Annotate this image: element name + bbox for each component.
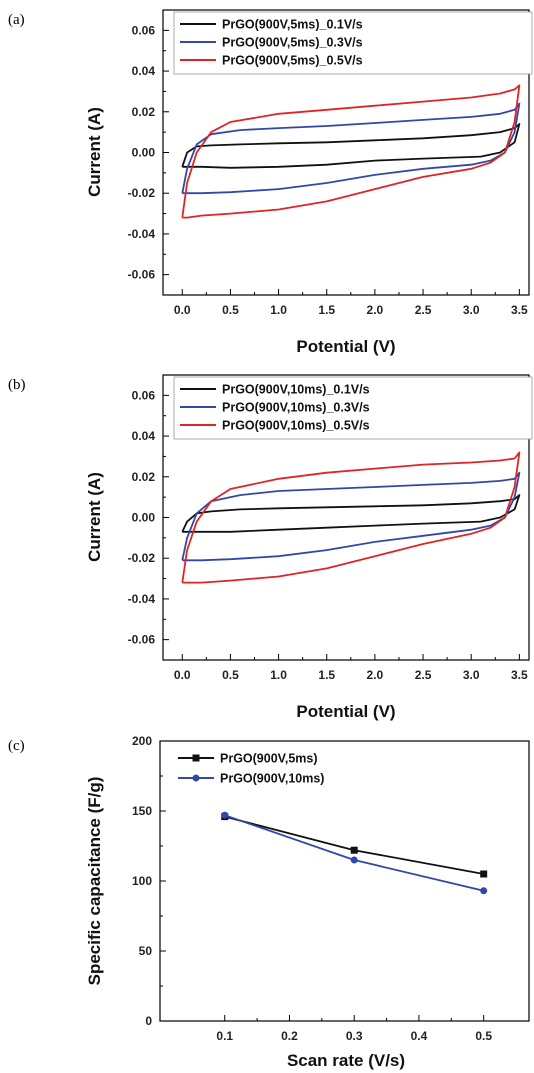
panel-b-x-tick-label: 1.5 xyxy=(318,668,335,682)
panel-b: (b) 0.0 0.5 1.0 1.5 2.0 2.5 3.0 3.5 0.06 0.04 0.02… xyxy=(8,374,533,721)
panel-a-y-tick-label: 0.00 xyxy=(132,146,156,160)
panel-a-x-tick-label: 2.5 xyxy=(415,303,432,317)
panel-a-series-line-3 xyxy=(181,84,521,219)
panel-a-legend-label: PrGO(900V,5ms)_0.5V/s xyxy=(222,54,363,68)
panel-a-legend-label: PrGO(900V,5ms)_0.3V/s xyxy=(222,36,363,50)
panel-c-x-axis-title: Scan rate (V/s) xyxy=(287,1051,405,1070)
panel-a-legend-box xyxy=(173,11,533,75)
panel-a: (a) 0.0 0.5 1.0 1.5 2.0 2.5 3.0 3.5 0.06 0.04 0.02… xyxy=(8,9,533,356)
panel-a-series-line-1 xyxy=(181,123,521,169)
panel-c-ticks: 0.1 0.2 0.3 0.4 0.5 200 150 100 50 0 xyxy=(132,734,492,1043)
panel-c-x-tick-label: 0.3 xyxy=(346,1029,363,1043)
panel-b-series-line-3 xyxy=(181,451,521,584)
panel-b-y-tick-label: 0.02 xyxy=(132,470,156,484)
panel-a-y-tick-label: 0.04 xyxy=(132,64,156,78)
panel-b-y-axis-title: Current (A) xyxy=(85,472,104,562)
panel-a-x-tick-label: 2.0 xyxy=(367,303,384,317)
panel-c-y-tick-label: 100 xyxy=(132,874,152,888)
panel-b-legend-box xyxy=(173,376,533,440)
panel-b-x-tick-label: 3.0 xyxy=(463,668,480,682)
panel-b-series-line-1 xyxy=(181,494,521,533)
panel-b-y-tick-label: 0.04 xyxy=(132,429,156,443)
panel-b-x-tick-label: 2.5 xyxy=(415,668,432,682)
panel-c-data-point-square xyxy=(350,846,358,854)
panel-c-y-tick-label: 200 xyxy=(132,734,152,748)
panel-c-y-axis-title: Specific capacitance (F/g) xyxy=(85,777,104,986)
panel-b-y-tick-label: 0.00 xyxy=(132,511,156,525)
panel-c: (c) 0.1 0.2 0.3 0.4 0.5 200 150 100 50 0 PrGO(900… xyxy=(8,734,530,1070)
panel-a-y-axis-title: Current (A) xyxy=(85,107,104,197)
panel-c-label: (c) xyxy=(8,738,25,754)
panel-a-y-tick-label: 0.02 xyxy=(132,105,156,119)
panel-c-x-tick-label: 0.2 xyxy=(281,1029,298,1043)
panel-a-y-tick-label: -0.04 xyxy=(128,227,156,241)
panel-a-y-tick-label: -0.02 xyxy=(128,186,156,200)
panel-b-x-tick-label: 3.5 xyxy=(511,668,528,682)
panel-a-x-tick-label: 1.5 xyxy=(318,303,335,317)
panel-c-y-tick-label: 0 xyxy=(145,1014,152,1028)
panel-c-data-point-circle xyxy=(350,856,358,864)
panel-c-legend-label: PrGO(900V,10ms) xyxy=(220,772,324,786)
panel-b-legend-label: PrGO(900V,10ms)_0.1V/s xyxy=(222,383,370,397)
panel-a-legend-label: PrGO(900V,5ms)_0.1V/s xyxy=(222,18,363,32)
panel-a-legend: PrGO(900V,5ms)_0.1V/s PrGO(900V,5ms)_0.3V… xyxy=(173,11,533,75)
panel-a-x-tick-label: 3.0 xyxy=(463,303,480,317)
panel-b-x-tick-label: 0.5 xyxy=(222,668,239,682)
panel-c-x-tick-label: 0.1 xyxy=(216,1029,233,1043)
panel-c-legend-label: PrGO(900V,5ms) xyxy=(220,752,318,766)
panel-c-data-point-circle xyxy=(221,811,229,819)
panel-c-legend-marker-square xyxy=(192,754,200,762)
panel-b-legend-label: PrGO(900V,10ms)_0.3V/s xyxy=(222,401,370,415)
panel-b-ticks: 0.0 0.5 1.0 1.5 2.0 2.5 3.0 3.5 0.06 0.04 0.02 0.00… xyxy=(128,388,528,682)
panel-c-legend-marker-circle xyxy=(192,774,200,782)
panel-c-plot-frame xyxy=(159,740,530,1022)
panel-b-legend: PrGO(900V,10ms)_0.1V/s PrGO(900V,10ms)_0.… xyxy=(173,376,533,440)
panel-a-x-tick-label: 1.0 xyxy=(270,303,287,317)
panel-c-series-line-1 xyxy=(224,815,484,875)
panel-a-ticks: 0.0 0.5 1.0 1.5 2.0 2.5 3.0 3.5 0.06 0.04 0.02 0.00… xyxy=(128,23,528,317)
panel-b-y-tick-label: -0.06 xyxy=(128,633,156,647)
panel-b-x-tick-label: 0.0 xyxy=(174,668,191,682)
panel-c-legend: PrGO(900V,5ms) PrGO(900V,10ms) xyxy=(178,752,324,786)
panel-c-y-tick-label: 150 xyxy=(132,804,152,818)
panel-a-series-line-2 xyxy=(181,102,521,195)
panel-b-series xyxy=(181,451,521,584)
panel-a-y-tick-label: -0.06 xyxy=(128,268,156,282)
panel-c-data-point-circle xyxy=(480,887,488,895)
panel-a-y-tick-label: 0.06 xyxy=(132,23,156,37)
panel-a-label: (a) xyxy=(8,12,25,28)
panel-b-x-tick-label: 1.0 xyxy=(270,668,287,682)
panel-c-x-tick-label: 0.5 xyxy=(475,1029,492,1043)
panel-b-y-tick-label: 0.06 xyxy=(132,388,156,402)
panel-b-y-tick-label: -0.02 xyxy=(128,551,156,565)
panel-c-y-tick-label: 50 xyxy=(139,944,153,958)
panel-b-x-axis-title: Potential (V) xyxy=(296,702,395,721)
panel-a-x-tick-label: 0.0 xyxy=(174,303,191,317)
panel-b-series-line-2 xyxy=(181,471,521,562)
panel-a-x-tick-label: 3.5 xyxy=(511,303,528,317)
panel-a-x-axis-title: Potential (V) xyxy=(296,337,395,356)
panel-c-data-point-square xyxy=(480,870,488,878)
panel-c-x-tick-label: 0.4 xyxy=(411,1029,428,1043)
panel-c-series xyxy=(221,811,488,895)
panel-b-legend-label: PrGO(900V,10ms)_0.5V/s xyxy=(222,419,370,433)
panel-b-label: (b) xyxy=(8,377,26,393)
panel-b-y-tick-label: -0.04 xyxy=(128,592,156,606)
panel-a-x-tick-label: 0.5 xyxy=(222,303,239,317)
panel-a-series xyxy=(181,84,521,219)
panel-b-x-tick-label: 2.0 xyxy=(367,668,384,682)
